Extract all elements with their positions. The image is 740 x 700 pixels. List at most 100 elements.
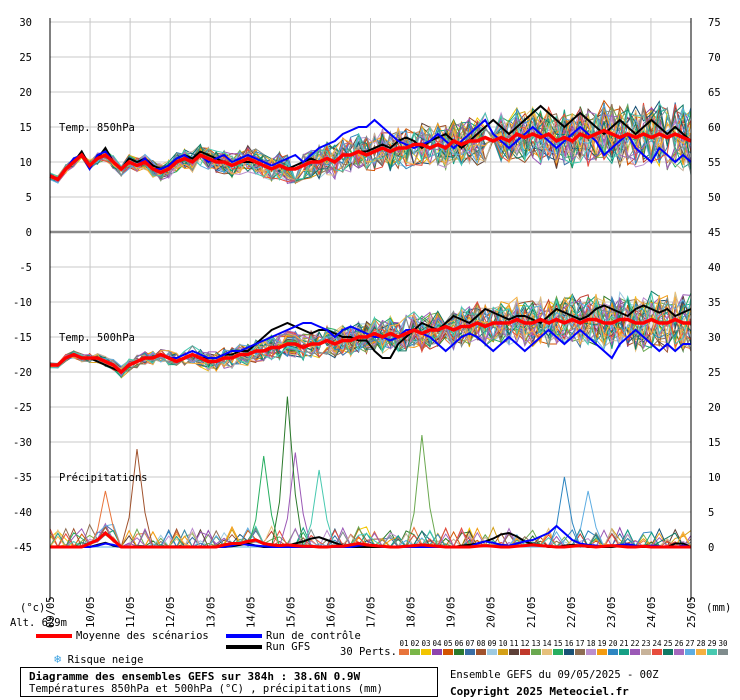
- x-tick-label: 16/05: [325, 596, 337, 628]
- x-tick-label: 18/05: [406, 596, 418, 628]
- right-tick-label: 60: [708, 122, 721, 134]
- x-tick-label: 17/05: [366, 596, 378, 628]
- pert-number: 22: [631, 639, 640, 648]
- left-tick-label: 25: [19, 52, 32, 64]
- pert-number: 04: [433, 639, 443, 648]
- pert-number: 17: [576, 639, 585, 648]
- pert-swatch: [619, 649, 629, 655]
- pert-swatch: [542, 649, 552, 655]
- pert-swatch: [498, 649, 508, 655]
- right-tick-label: 75: [708, 17, 721, 29]
- pert-swatch: [476, 649, 486, 655]
- pert-swatch: [443, 649, 453, 655]
- pert-number: 23: [642, 639, 651, 648]
- left-tick-label: -45: [13, 542, 32, 554]
- pert-swatch: [718, 649, 728, 655]
- x-tick-label: 25/05: [686, 596, 698, 628]
- pert-swatch: [564, 649, 574, 655]
- legend-mean-swatch: [36, 634, 72, 638]
- pert-number: 19: [598, 639, 607, 648]
- altitude-label: Alt. 629m: [10, 617, 67, 629]
- x-tick-label: 14/05: [245, 596, 257, 628]
- left-tick-label: 20: [19, 87, 32, 99]
- pert-number: 16: [565, 639, 575, 648]
- pert-number: 21: [620, 639, 629, 648]
- right-tick-label: 0: [708, 542, 714, 554]
- right-tick-label: 10: [708, 472, 721, 484]
- footer-title: Diagramme des ensembles GEFS sur 384h : …: [29, 670, 361, 683]
- pert-swatch: [630, 649, 640, 655]
- x-tick-label: 22/05: [566, 596, 578, 628]
- left-tick-label: -15: [13, 332, 32, 344]
- pert-number: 15: [554, 639, 563, 648]
- right-tick-label: 20: [708, 402, 721, 414]
- right-tick-label: 15: [708, 437, 721, 449]
- copyright: Copyright 2025 Meteociel.fr: [450, 685, 629, 698]
- pert-swatch: [707, 649, 717, 655]
- ensemble-member-t500: [49, 292, 692, 372]
- legend-control-swatch: [226, 634, 262, 638]
- left-tick-label: -30: [13, 437, 32, 449]
- pert-swatch: [410, 649, 420, 655]
- right-tick-label: 50: [708, 192, 721, 204]
- x-tick-label: 12/05: [165, 596, 177, 628]
- x-tick-label: 15/05: [285, 596, 297, 628]
- x-tick-label: 23/05: [606, 596, 618, 628]
- pert-number: 09: [488, 639, 497, 648]
- legend-snow: ❄ Risque neige: [54, 652, 143, 666]
- panel-label-t850: Temp. 850hPa: [59, 122, 135, 134]
- right-tick-label: 45: [708, 227, 721, 239]
- left-tick-label: -5: [19, 262, 32, 274]
- pert-swatch: [432, 649, 442, 655]
- mean-t850: [49, 128, 692, 182]
- pert-swatch: [663, 649, 673, 655]
- right-tick-label: 5: [708, 507, 714, 519]
- pert-number: 27: [686, 639, 695, 648]
- x-tick-label: 09/05: [45, 596, 57, 628]
- pert-number: 29: [708, 639, 717, 648]
- x-tick-label: 19/05: [446, 596, 458, 628]
- pert-swatch: [652, 649, 662, 655]
- pert-swatch: [586, 649, 596, 655]
- chart-lines: [49, 99, 692, 549]
- x-tick-label: 13/05: [205, 596, 217, 628]
- right-tick-label: 65: [708, 87, 721, 99]
- pert-number: 07: [466, 639, 475, 648]
- left-tick-label: 10: [19, 157, 32, 169]
- right-tick-label: 35: [708, 297, 721, 309]
- legend-mean: Moyenne des scénarios: [36, 630, 209, 642]
- pert-swatch: [696, 649, 706, 655]
- right-tick-label: 55: [708, 157, 721, 169]
- left-tick-label: 30: [19, 17, 32, 29]
- legend-control-label: Run de contrôle: [266, 630, 361, 642]
- run-info: Ensemble GEFS du 09/05/2025 - 00Z: [450, 669, 659, 681]
- panel-label-precip: Précipitations: [59, 472, 148, 484]
- pert-swatch: [531, 649, 541, 655]
- left-tick-label: -20: [13, 367, 32, 379]
- pert-number: 06: [455, 639, 465, 648]
- legend-snow-label: Risque neige: [67, 654, 144, 666]
- pert-swatch: [421, 649, 431, 655]
- left-tick-label: 5: [26, 192, 32, 204]
- x-tick-label: 10/05: [85, 596, 97, 628]
- pert-number: 18: [587, 639, 597, 648]
- right-axis-unit: (mm): [706, 602, 731, 614]
- footer-box: Diagramme des ensembles GEFS sur 384h : …: [20, 667, 438, 697]
- left-tick-label: -35: [13, 472, 32, 484]
- pert-number: 13: [532, 639, 541, 648]
- pert-swatch: [575, 649, 585, 655]
- chart-axes: [49, 18, 692, 600]
- pert-number: 12: [521, 639, 530, 648]
- pert-swatch: [597, 649, 607, 655]
- pert-number: 28: [697, 639, 707, 648]
- right-tick-label: 25: [708, 367, 721, 379]
- pert-number: 24: [653, 639, 663, 648]
- pert-number: 03: [422, 639, 431, 648]
- right-tick-label: 30: [708, 332, 721, 344]
- x-tick-label: 21/05: [526, 596, 538, 628]
- mean-t500: [50, 317, 691, 375]
- legend-gfs: Run GFS: [226, 641, 310, 653]
- pert-number: 20: [609, 639, 619, 648]
